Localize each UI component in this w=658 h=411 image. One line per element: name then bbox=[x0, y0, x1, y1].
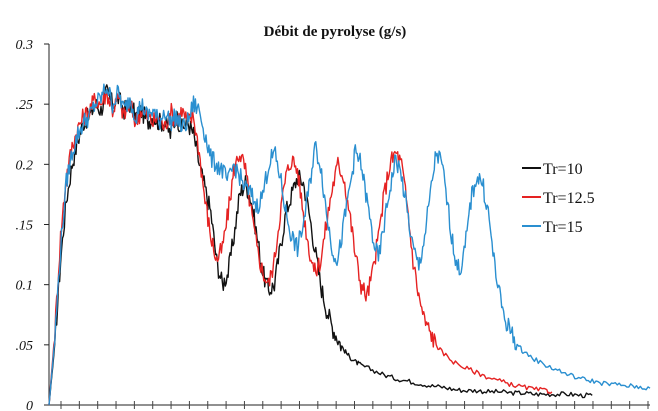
legend-label: Tr=15 bbox=[543, 219, 583, 236]
legend: Tr=10 Tr=12.5 Tr=15 bbox=[522, 161, 595, 236]
series-layer bbox=[48, 83, 651, 406]
y-tick-label: .25 bbox=[16, 98, 34, 113]
y-tick-label: 0.1 bbox=[16, 279, 34, 294]
y-axis: 0 .05 0.1 .15 0.2 .25 0.3 bbox=[16, 38, 50, 411]
series-line-tr-10 bbox=[48, 84, 593, 406]
x-axis bbox=[49, 401, 650, 409]
chart-title: Débit de pyrolyse (g/s) bbox=[264, 24, 407, 40]
y-tick-label: .05 bbox=[16, 339, 34, 354]
series-line-tr-12-5 bbox=[48, 89, 553, 406]
legend-label: Tr=10 bbox=[543, 161, 583, 178]
y-tick-label: 0.3 bbox=[16, 38, 34, 53]
series-line-tr-15 bbox=[48, 83, 651, 406]
y-tick-label: 0 bbox=[26, 399, 33, 411]
y-tick-label: 0.2 bbox=[16, 158, 34, 173]
y-tick-label: .15 bbox=[16, 219, 34, 234]
legend-label: Tr=12.5 bbox=[543, 190, 595, 207]
